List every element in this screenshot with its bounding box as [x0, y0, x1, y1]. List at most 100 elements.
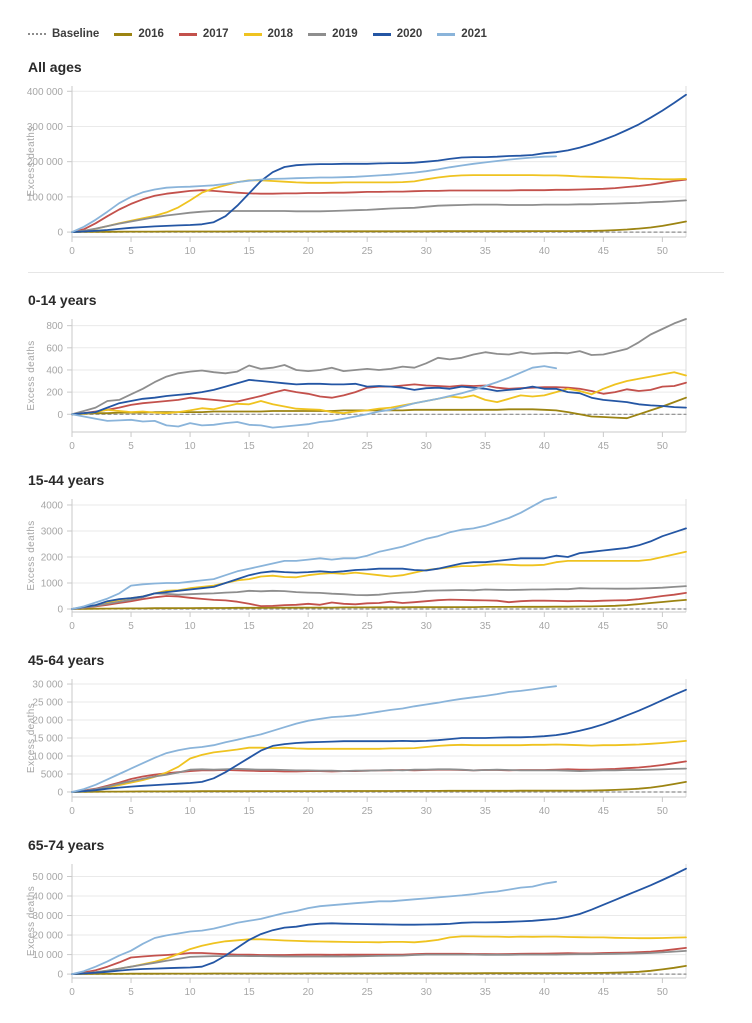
svg-text:50 000: 50 000 — [32, 872, 63, 883]
svg-text:20 000: 20 000 — [32, 716, 63, 727]
chart-section-0-14-years: 0-14 years 0 200 400 600 800 0 5 10 15 20 25 30 35 40… — [0, 291, 752, 453]
svg-text:40: 40 — [539, 987, 551, 998]
svg-text:35: 35 — [480, 987, 492, 998]
svg-text:30: 30 — [421, 441, 433, 452]
line-chart-0-14-years: 0 200 400 600 800 0 5 10 15 20 25 30 35 40 45 50 Excess … — [26, 318, 687, 452]
svg-text:0: 0 — [69, 246, 75, 257]
series-2018-swatch — [243, 32, 262, 36]
chart-title-0-14-years: 0-14 years — [28, 292, 97, 308]
series-line-2019 — [71, 950, 687, 975]
svg-text:10: 10 — [185, 987, 197, 998]
legend-label-2018: 2018 — [267, 28, 294, 40]
svg-text:40: 40 — [539, 806, 551, 817]
series-line-2020 — [71, 93, 687, 234]
svg-text:45: 45 — [598, 806, 610, 817]
series-line-2019 — [71, 199, 687, 234]
legend-label-2017: 2017 — [202, 28, 229, 40]
svg-text:5: 5 — [128, 621, 134, 632]
series-line-2016 — [71, 220, 687, 234]
baseline-line-swatch — [28, 33, 46, 35]
series-line-2018 — [71, 935, 687, 975]
svg-text:0: 0 — [69, 441, 75, 452]
line-chart-65-74-years: 0 10 000 20 000 30 000 40 000 50 000 0 5 10 15 20 2… — [26, 864, 687, 998]
series-line-2020 — [71, 688, 687, 793]
svg-text:100 000: 100 000 — [27, 192, 64, 203]
svg-text:10 000: 10 000 — [32, 751, 63, 762]
svg-text:0: 0 — [57, 228, 63, 239]
chart-section-15-44-years: 15-44 years 0 1000 2000 3000 4000 0 5 10 15 20 25 3… — [0, 471, 752, 633]
series-line-2019 — [71, 585, 687, 610]
legend-item-2021: 2021 — [437, 28, 487, 40]
series-line-2017 — [71, 178, 687, 234]
svg-text:0: 0 — [69, 621, 75, 632]
svg-text:5: 5 — [128, 441, 134, 452]
line-chart-45-64-years: 0 5000 10 000 15 000 20 000 25 000 30 000 0 5 10 1… — [26, 679, 687, 817]
series-line-2020 — [71, 379, 687, 416]
series-line-2021 — [71, 365, 557, 429]
svg-text:40 000: 40 000 — [32, 892, 63, 903]
svg-text:20: 20 — [303, 441, 315, 452]
svg-text:30 000: 30 000 — [32, 680, 63, 691]
svg-text:0: 0 — [57, 970, 63, 981]
svg-text:30: 30 — [421, 621, 433, 632]
svg-text:1000: 1000 — [41, 579, 64, 590]
svg-text:50: 50 — [657, 987, 669, 998]
svg-text:15: 15 — [244, 987, 256, 998]
svg-text:Excess deaths: Excess deaths — [26, 126, 37, 196]
svg-text:200: 200 — [46, 388, 63, 399]
page: Baseline 2016 2017 2018 2019 2020 2021 A… — [0, 28, 752, 999]
svg-text:30: 30 — [421, 987, 433, 998]
chart-legend: Baseline 2016 2017 2018 2019 2020 2021 — [28, 28, 752, 40]
svg-text:10: 10 — [185, 246, 197, 257]
series-line-2021 — [71, 880, 557, 975]
svg-text:Excess deaths: Excess deaths — [26, 340, 37, 410]
svg-text:Excess deaths: Excess deaths — [26, 703, 37, 773]
svg-text:45: 45 — [598, 441, 610, 452]
svg-text:25: 25 — [362, 246, 374, 257]
svg-text:15: 15 — [244, 621, 256, 632]
legend-label-2021: 2021 — [461, 28, 487, 40]
svg-text:0: 0 — [57, 787, 63, 798]
svg-text:35: 35 — [480, 806, 492, 817]
line-chart-all-ages: 0 100 000 200 000 300 000 400 000 0 5 10 15 20 25 3… — [26, 86, 687, 257]
svg-text:25: 25 — [362, 806, 374, 817]
svg-text:40: 40 — [539, 246, 551, 257]
svg-text:0: 0 — [69, 987, 75, 998]
legend-label-baseline: Baseline — [52, 28, 100, 40]
series-line-2020 — [71, 527, 687, 610]
svg-text:4000: 4000 — [41, 500, 64, 511]
series-line-2017 — [71, 592, 687, 610]
series-line-2018 — [71, 740, 687, 793]
chart-title-45-64-years: 45-64 years — [28, 652, 105, 668]
svg-text:200 000: 200 000 — [27, 157, 64, 168]
svg-text:10: 10 — [185, 621, 197, 632]
svg-text:50: 50 — [657, 246, 669, 257]
series-line-2016 — [71, 781, 687, 793]
svg-text:30: 30 — [421, 246, 433, 257]
svg-text:400: 400 — [46, 365, 63, 376]
section-divider — [28, 272, 724, 273]
svg-text:15: 15 — [244, 246, 256, 257]
svg-text:20: 20 — [303, 987, 315, 998]
svg-text:35: 35 — [480, 441, 492, 452]
svg-text:300 000: 300 000 — [27, 122, 64, 133]
svg-text:35: 35 — [480, 246, 492, 257]
chart-title-15-44-years: 15-44 years — [28, 472, 105, 488]
series-line-2017 — [71, 760, 687, 793]
svg-text:Excess deaths: Excess deaths — [26, 886, 37, 956]
legend-item-2016: 2016 — [114, 28, 164, 40]
chart-section-45-64-years: 45-64 years 0 5000 10 000 15 000 20 000 25 00… — [0, 651, 752, 818]
svg-text:Excess deaths: Excess deaths — [26, 520, 37, 590]
series-line-2016 — [71, 965, 687, 975]
series-line-2018 — [71, 174, 687, 234]
series-line-2021 — [71, 155, 557, 234]
svg-text:10 000: 10 000 — [32, 950, 63, 961]
chart-title-all-ages: All ages — [28, 59, 82, 75]
legend-label-2016: 2016 — [138, 28, 164, 40]
svg-text:400 000: 400 000 — [27, 87, 64, 98]
series-line-2021 — [71, 685, 557, 793]
svg-text:25: 25 — [362, 621, 374, 632]
legend-label-2020: 2020 — [396, 28, 423, 40]
series-line-2016 — [71, 599, 687, 610]
svg-text:15: 15 — [244, 806, 256, 817]
